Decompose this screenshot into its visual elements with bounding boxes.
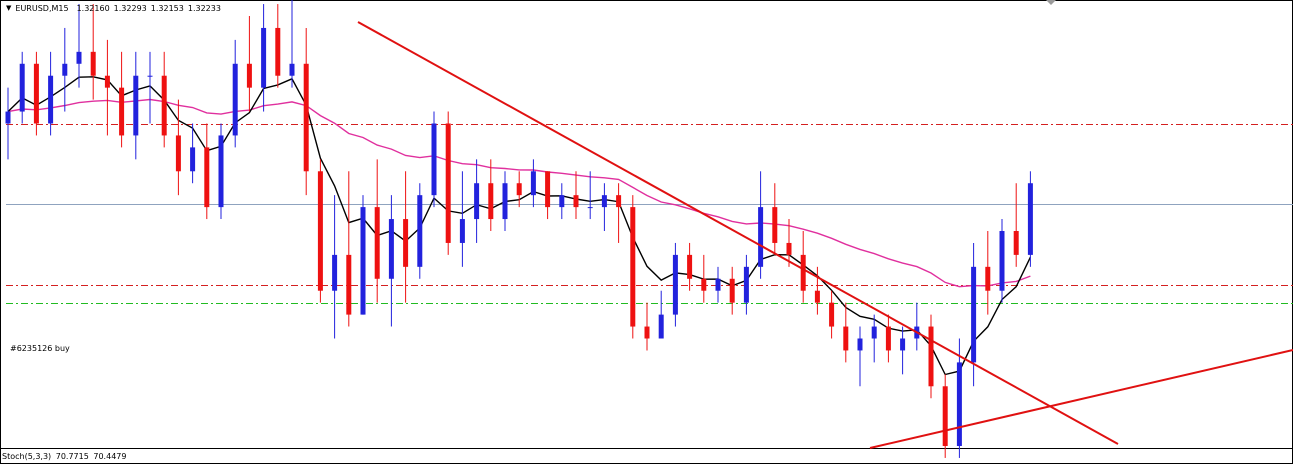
bull-candle <box>601 195 607 208</box>
bull-candle <box>871 326 877 339</box>
bear-candle <box>786 242 792 255</box>
bull-candle <box>758 207 764 267</box>
bull-candle <box>5 111 11 124</box>
triangle-down-icon[interactable]: ▼ <box>6 4 12 12</box>
bull-candle <box>76 51 82 64</box>
bear-candle <box>246 63 252 88</box>
bull-candle <box>133 75 139 136</box>
bull-candle <box>289 63 295 76</box>
bull-candle <box>360 207 366 315</box>
close-value: 1.32233 <box>187 4 221 13</box>
bear-candle <box>729 278 735 303</box>
bear-candle <box>119 87 125 136</box>
bear-candle <box>687 254 693 279</box>
bear-candle <box>545 171 551 208</box>
bull-candle <box>48 75 54 124</box>
bull-candle <box>218 135 224 208</box>
bear-candle <box>885 326 891 351</box>
bear-candle <box>829 302 835 327</box>
bear-candle <box>701 278 707 291</box>
bear-candle <box>772 207 778 243</box>
bull-candle <box>956 362 962 446</box>
bear-candle <box>488 183 494 220</box>
bear-candle <box>630 207 636 327</box>
bear-candle <box>843 326 849 351</box>
symbol-label: EURUSD,M15 <box>15 4 69 13</box>
bear-candle <box>204 147 210 208</box>
bull-candle <box>658 314 664 339</box>
bear-candle <box>616 195 622 208</box>
bull-candle <box>474 183 480 220</box>
bear-candle <box>814 290 820 303</box>
indicator-main-value: 70.7715 <box>55 452 89 461</box>
bull-candle <box>502 183 508 220</box>
bear-candle <box>346 254 352 315</box>
bear-candle <box>644 326 650 339</box>
bull-candle <box>62 63 68 76</box>
bull-candle <box>587 207 593 209</box>
fast-moving-average-line <box>7 76 1032 376</box>
bear-candle <box>985 266 991 291</box>
high-value: 1.32293 <box>113 4 147 13</box>
bull-candle <box>530 171 536 196</box>
bear-candle <box>161 75 167 136</box>
bear-candle <box>445 123 451 243</box>
bull-candle <box>332 254 338 291</box>
bull-candle <box>190 147 196 172</box>
bull-candle <box>743 266 749 303</box>
bear-candle <box>516 183 522 196</box>
bull-candle <box>459 219 465 243</box>
indicator-label: Stoch(5,3,3) 70.7715 70.4479 <box>2 451 128 463</box>
bear-candle <box>573 195 579 208</box>
bear-candle <box>175 135 181 172</box>
bull-candle <box>559 195 565 208</box>
bull-candle <box>857 338 863 351</box>
chart-header: ▼ EURUSD,M15 1.32160 1.32293 1.32153 1.3… <box>6 2 221 15</box>
indicator-name: Stoch(5,3,3) <box>2 452 52 461</box>
ascending-trendline <box>869 349 1293 449</box>
bear-candle <box>104 75 110 88</box>
bull-candle <box>999 231 1005 291</box>
bear-candle <box>800 254 806 291</box>
bear-candle <box>275 27 281 76</box>
bull-candle <box>19 63 25 112</box>
bull-candle <box>715 278 721 291</box>
bull-candle <box>417 195 423 267</box>
bull-candle <box>971 266 977 363</box>
indicator-signal-value: 70.4479 <box>93 452 127 461</box>
bull-candle <box>147 75 153 77</box>
bull-candle <box>672 254 678 315</box>
bear-candle <box>403 219 409 267</box>
bear-candle <box>1013 231 1019 255</box>
bear-candle <box>942 386 948 446</box>
bull-candle <box>900 338 906 351</box>
order-label: #6235126 buy <box>10 344 70 353</box>
bull-candle <box>232 63 238 136</box>
bear-candle <box>33 63 39 124</box>
bear-candle <box>928 326 934 387</box>
bear-candle <box>90 51 96 76</box>
open-value: 1.32160 <box>76 4 110 13</box>
bear-candle <box>374 207 380 279</box>
bear-candle <box>303 63 309 172</box>
bear-candle <box>317 171 323 291</box>
descending-trendline <box>357 21 1119 445</box>
bull-candle <box>1027 183 1033 255</box>
bull-candle <box>431 123 437 196</box>
bull-candle <box>388 219 394 279</box>
bull-candle <box>261 27 267 88</box>
scroll-marker-icon[interactable] <box>1046 0 1056 5</box>
low-value: 1.32153 <box>150 4 184 13</box>
